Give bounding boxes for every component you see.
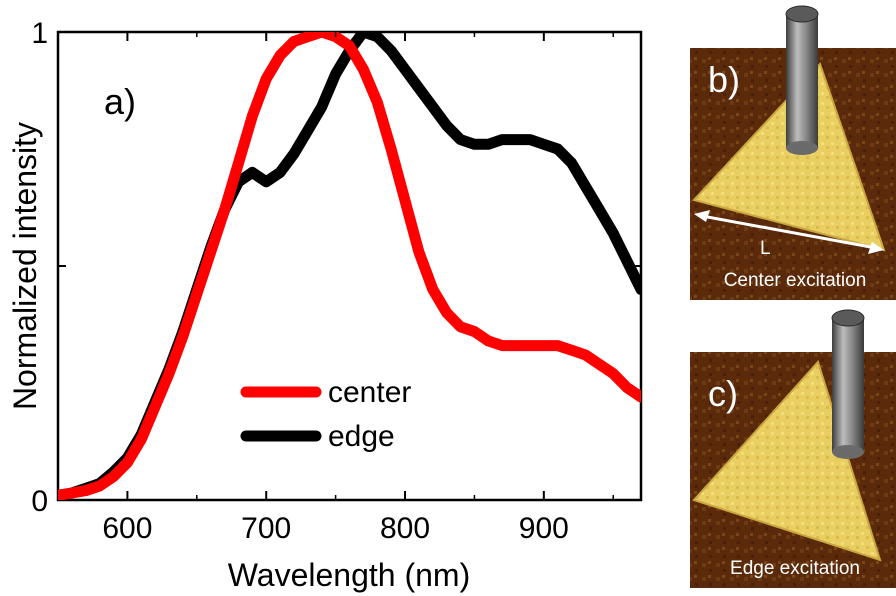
probe-tip-b-icon <box>785 5 819 155</box>
panel-b-measure-label: L <box>760 238 771 259</box>
x-tick-label-600: 600 <box>102 512 152 545</box>
panel-b-letter: b) <box>708 59 740 100</box>
x-tick-label-800: 800 <box>380 512 430 545</box>
panel-c-letter: c) <box>708 373 738 414</box>
panel-b-caption: Center excitation <box>724 270 867 291</box>
probe-tip-c-icon <box>831 309 865 459</box>
legend-label-edge: edge <box>328 420 395 453</box>
plot-area: 600 700 800 900 0 1 a) center edge Wavelength … <box>7 17 643 593</box>
panel-label-a: a) <box>104 81 136 122</box>
panel-c-image: c) Edge excitation <box>690 309 896 588</box>
x-tick-label-900: 900 <box>519 512 569 545</box>
y-axis-label: Normalized intensity <box>7 122 43 410</box>
panel-c-caption: Edge excitation <box>730 558 860 579</box>
panel-b-image: b) L Center excitation <box>690 5 896 300</box>
series-layer <box>58 32 641 500</box>
legend-label-center: center <box>328 376 411 409</box>
legend: center edge <box>240 376 411 453</box>
x-tick-label-700: 700 <box>241 512 291 545</box>
length-arrow-icon <box>694 210 884 254</box>
series-line-center <box>58 32 641 500</box>
x-axis-label: Wavelength (nm) <box>228 557 470 593</box>
y-tick-label-0: 0 <box>31 485 48 518</box>
panel-b-triangle <box>692 62 886 252</box>
y-tick-label-1: 1 <box>31 17 48 50</box>
tick-labels: 600 700 800 900 0 1 <box>31 17 569 545</box>
ticks-layer <box>58 32 641 500</box>
